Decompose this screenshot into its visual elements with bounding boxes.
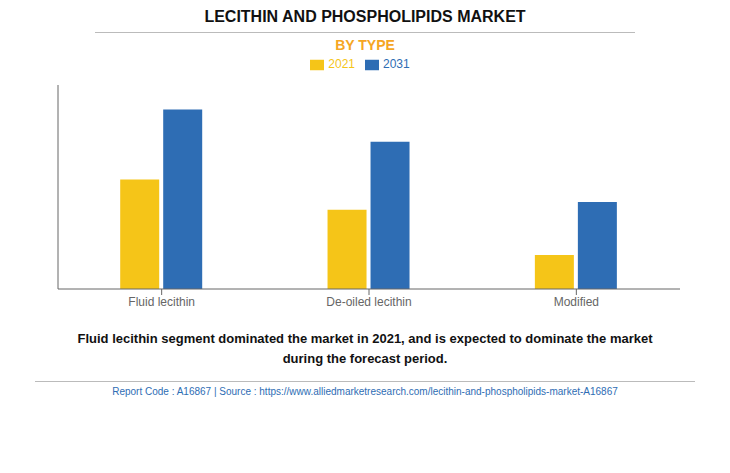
html-text:2021: 2021 xyxy=(328,57,355,71)
svg-text:Modified: Modified xyxy=(554,295,599,309)
svg-text:De-oiled lecithin: De-oiled lecithin xyxy=(326,295,411,309)
html-text:BY TYPE: BY TYPE xyxy=(335,37,395,53)
html-text:2031: 2031 xyxy=(383,57,410,71)
html-text:Fluid lecithin segment dominat: Fluid lecithin segment dominated the mar… xyxy=(77,331,653,366)
svg-text:Fluid lecithin: Fluid lecithin xyxy=(128,295,195,309)
html-text:Report Code : A16867 | Source: Report Code : A16867 | Source : https://… xyxy=(112,386,618,397)
html-text:LECITHIN AND PHOSPHOLIPIDS MAR: LECITHIN AND PHOSPHOLIPIDS MARKET xyxy=(204,8,526,25)
